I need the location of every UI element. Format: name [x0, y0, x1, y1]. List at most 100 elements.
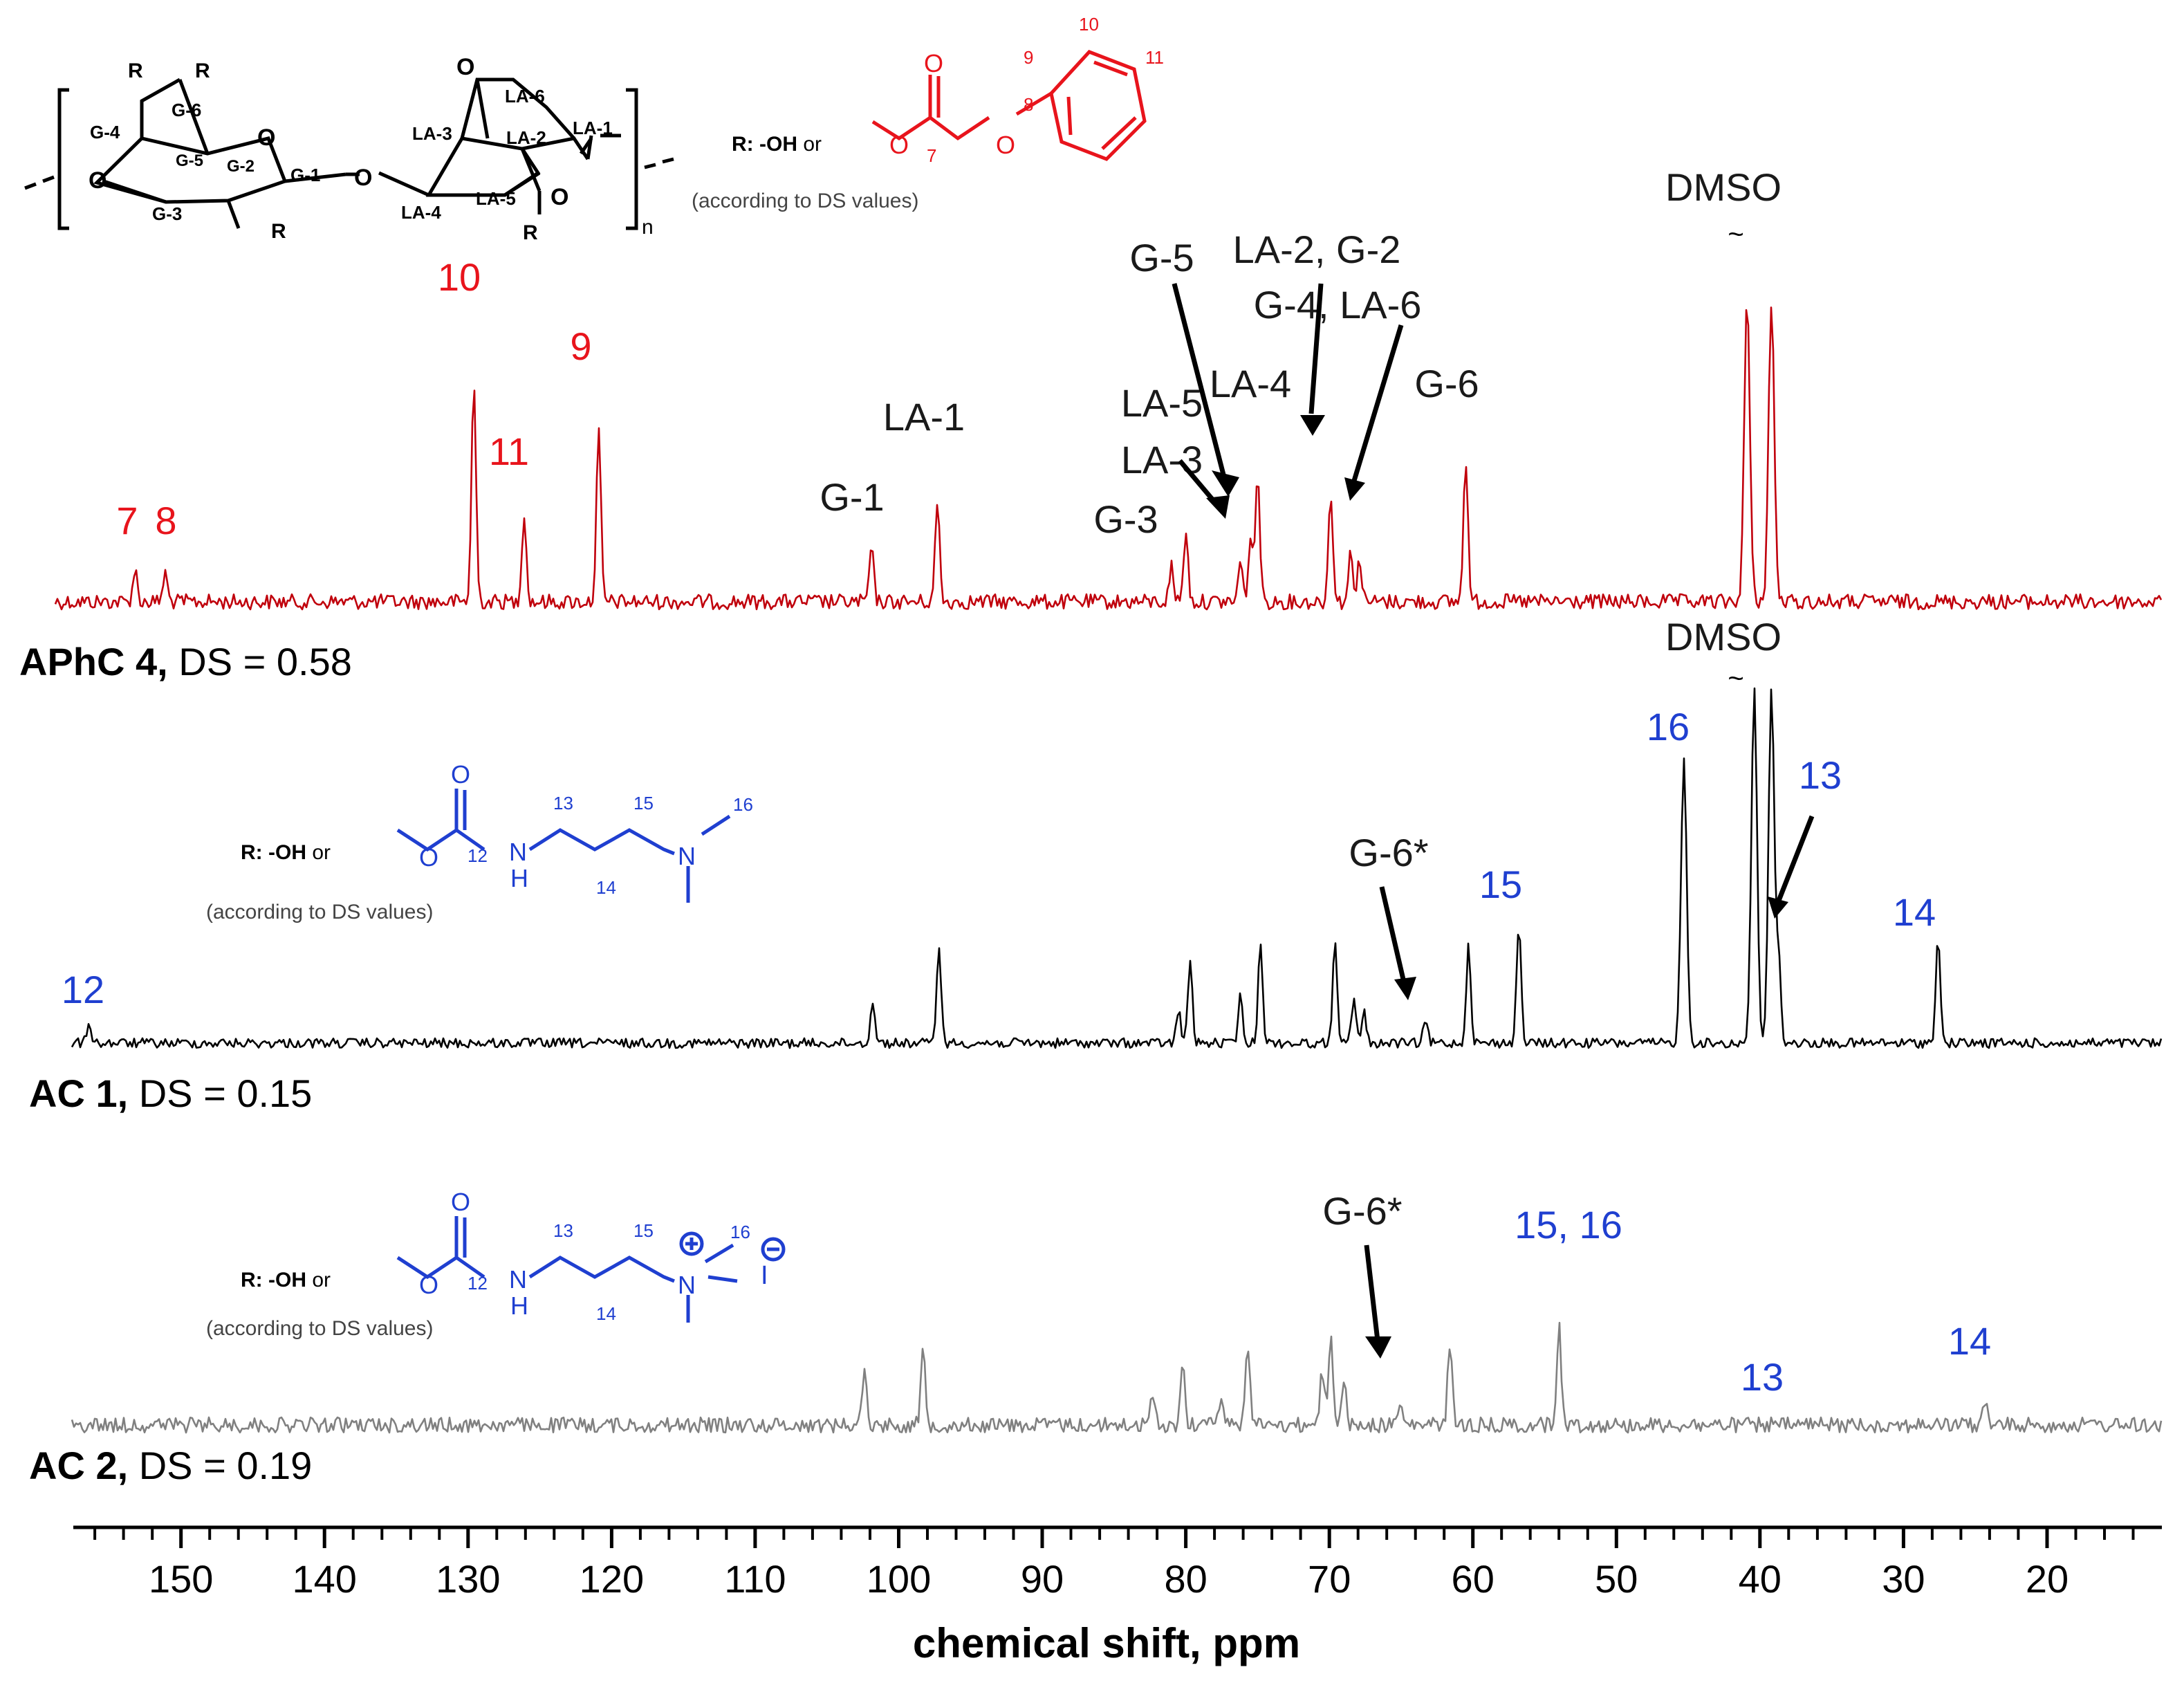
r-or: or [306, 1269, 331, 1291]
arrow-heads [1206, 415, 1788, 1359]
struct-label: R [271, 220, 286, 243]
struct-num: 9 [1024, 47, 1033, 68]
peak-label: LA-2, G-2 [1233, 228, 1401, 271]
x-tick-label: 140 [292, 1557, 356, 1601]
peak-label: 7 [116, 499, 138, 542]
series-label-bold: AC 1, [29, 1072, 128, 1115]
peak-label: 14 [1893, 890, 1936, 934]
struct-num: 13 [553, 793, 573, 813]
series-label-rest: DS = 0.58 [168, 640, 352, 683]
struct-num: 16 [730, 1222, 750, 1242]
struct-num: 15 [633, 793, 654, 813]
struct-atom: O [451, 1188, 470, 1216]
polysaccharide-labels: R R G-6 G-4 O G-5 G-2 G-1 O O G-3 R O LA… [89, 54, 654, 244]
tilde-mark: ~ [1728, 219, 1743, 250]
peak-label: 16 [1647, 705, 1690, 748]
x-tick-label: 110 [724, 1557, 786, 1601]
peak-label: LA-1 [883, 395, 965, 439]
svg-text:R: -OH or: R: -OH or [241, 1269, 331, 1291]
phenyl-carbonate-structure [871, 50, 1147, 161]
struct-label: R [195, 59, 210, 82]
struct-num: 7 [927, 145, 936, 166]
struct-label: LA-2 [506, 127, 546, 148]
struct-num: 15 [633, 1220, 654, 1241]
r-or: or [797, 133, 822, 156]
struct-label: O [456, 54, 474, 80]
struct-label: G-1 [290, 165, 320, 185]
phenyl-carbonate-labels: 10 9 11 8 7 O O O [889, 14, 1164, 166]
struct-num: 12 [468, 1273, 488, 1294]
spectrum-line-aphc-4 [54, 306, 2163, 611]
struct-atom: O [924, 49, 943, 77]
x-tick-label: 90 [1021, 1557, 1064, 1601]
struct-atom: H [510, 864, 528, 892]
struct-label: LA-4 [401, 202, 441, 223]
struct-atom: I [761, 1261, 768, 1290]
struct-num: 12 [468, 845, 488, 866]
x-tick-label: 150 [149, 1557, 213, 1601]
struct-label: O [89, 167, 107, 194]
peak-label: 10 [438, 255, 481, 299]
series-label-ac2: AC 2, DS = 0.19 [29, 1444, 312, 1487]
arrow-la2-g2 [1308, 283, 1324, 414]
spectrum-line-ac-2 [71, 1321, 2163, 1434]
x-tick-label: 50 [1595, 1557, 1638, 1601]
series-label-rest: DS = 0.15 [128, 1072, 312, 1115]
struct-num: 14 [596, 877, 616, 898]
series-labels: APhC 4, DS = 0.58 AC 1, DS = 0.15 AC 2, … [19, 640, 352, 1487]
ds-note: (according to DS values) [692, 190, 918, 212]
struct-label: n [642, 216, 654, 239]
r-group-note-1: R: -OH or (according to DS values) [692, 133, 918, 212]
struct-num: 10 [1079, 14, 1099, 35]
spectrum-line-ac-1 [71, 687, 2163, 1049]
struct-atom: N [678, 1271, 696, 1299]
peak-label: 15, 16 [1515, 1203, 1622, 1247]
peak-label: G-1 [820, 475, 884, 519]
struct-label: R [128, 59, 143, 82]
struct-label: G-5 [176, 151, 203, 170]
svg-text:R: -OH or: R: -OH or [732, 133, 822, 156]
struct-label: O [550, 184, 568, 210]
struct-atom: N [509, 838, 527, 866]
struct-atom: N [678, 842, 696, 870]
struct-atom: O [996, 131, 1015, 159]
peak-label: G-3 [1093, 497, 1158, 541]
struct-label: LA-6 [505, 86, 545, 107]
peak-label: 11 [489, 430, 529, 473]
ds-note: (according to DS values) [206, 1317, 433, 1340]
arrow-g5 [1172, 283, 1227, 478]
struct-num: 13 [553, 1220, 573, 1241]
struct-num: 11 [1145, 47, 1164, 68]
struct-label: O [257, 125, 275, 151]
peak-label: DMSO [1665, 165, 1782, 209]
struct-label: G-2 [227, 157, 255, 176]
struct-atom: O [451, 760, 470, 789]
peak-label: LA-5 [1121, 381, 1203, 425]
peak-label: 9 [570, 324, 591, 368]
series-label-aphc4: APhC 4, DS = 0.58 [19, 640, 352, 683]
peak-label: 15 [1479, 863, 1522, 906]
struct-atom: H [510, 1291, 528, 1320]
struct-atom: O [419, 843, 438, 872]
peak-label: 13 [1799, 753, 1842, 797]
struct-num: 8 [1024, 94, 1033, 115]
x-tick-label: 130 [436, 1557, 500, 1601]
x-tick-label: 40 [1739, 1557, 1782, 1601]
peak-label: 8 [155, 499, 176, 542]
peak-label: 14 [1948, 1319, 1991, 1363]
ammonium-labels: R: -OH or (according to DS values) 13 15… [206, 1188, 768, 1340]
x-tick-label: 20 [2026, 1557, 2069, 1601]
arrow-g4-la6 [1351, 324, 1404, 482]
struct-label: R [523, 221, 538, 244]
struct-label: G-6 [172, 100, 201, 120]
arrow-g6star-ac2 [1364, 1244, 1380, 1341]
x-tick-label: 120 [580, 1557, 644, 1601]
x-tick-label: 30 [1882, 1557, 1925, 1601]
r-prefix: R: -OH [732, 133, 797, 156]
amine-structure [396, 789, 731, 903]
x-tick-label: 60 [1452, 1557, 1494, 1601]
struct-atom: O [419, 1271, 438, 1299]
x-axis-label: chemical shift, ppm [913, 1620, 1300, 1666]
